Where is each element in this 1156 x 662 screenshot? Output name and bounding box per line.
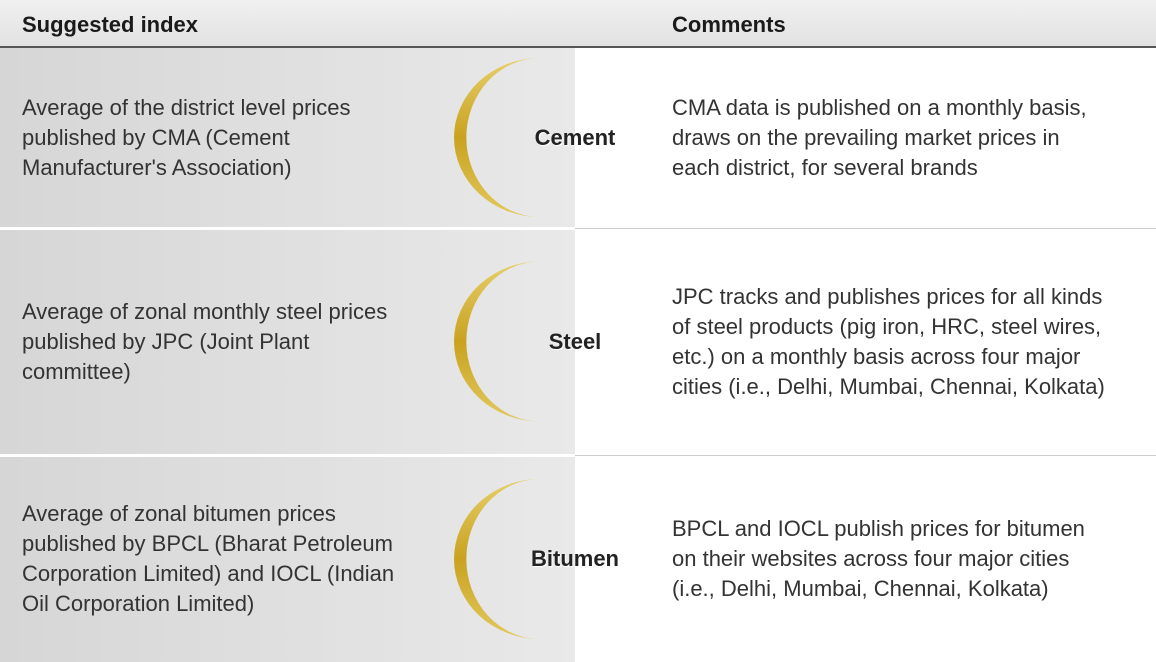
column-header: Comments (672, 12, 786, 37)
row-rule (575, 455, 1156, 456)
comment-text: JPC tracks and publishes prices for all … (672, 283, 1105, 399)
table-row: Average of the district level prices pub… (0, 48, 1156, 227)
comment-text: BPCL and IOCL publish prices for bitumen… (672, 516, 1085, 601)
header-bar: Suggested index Comments (0, 0, 1156, 48)
material-label: Bitumen (531, 546, 619, 571)
crescent (454, 58, 540, 217)
crescent-shape (454, 479, 540, 639)
table-row: Average of zonal monthly steel prices pu… (0, 229, 1156, 454)
material-label: Steel (548, 328, 602, 354)
crescent (454, 261, 540, 422)
row-rule (575, 228, 1156, 229)
index-text: Average of zonal bitumen prices publishe… (22, 501, 395, 616)
index-text: Average of the district level prices pub… (22, 94, 351, 180)
column-header: Suggested index (22, 12, 199, 37)
comment-text: CMA data is published on a monthly basis… (672, 94, 1087, 180)
index-text: Average of zonal monthly steel prices pu… (22, 298, 388, 384)
index-cell-bg (0, 456, 575, 662)
crescent-shape (454, 58, 540, 217)
index-cell-bg (0, 48, 575, 227)
index-cell-bg (0, 229, 575, 454)
material-label: Cement (534, 124, 616, 150)
crescent (454, 479, 540, 639)
table-row: Average of zonal bitumen prices publishe… (0, 456, 1156, 662)
crescent-shape (454, 261, 540, 422)
